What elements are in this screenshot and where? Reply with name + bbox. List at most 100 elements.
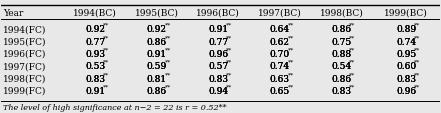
Text: **: ** [414, 59, 420, 64]
Text: 0.91: 0.91 [208, 25, 228, 34]
Text: 0.95: 0.95 [396, 50, 416, 59]
Text: 0.91: 0.91 [147, 50, 167, 59]
Text: **: ** [226, 23, 232, 28]
Text: 0.95: 0.95 [396, 50, 416, 59]
Text: 0.86: 0.86 [147, 86, 167, 95]
Text: 0.74: 0.74 [396, 37, 416, 46]
Text: 0.59: 0.59 [146, 62, 167, 71]
Text: 0.88: 0.88 [331, 50, 351, 59]
Text: 0.88: 0.88 [331, 50, 351, 59]
Text: 0.86: 0.86 [147, 37, 167, 46]
Text: 0.70: 0.70 [270, 50, 290, 59]
Text: 0.62: 0.62 [270, 37, 290, 46]
Text: 0.60: 0.60 [396, 62, 416, 71]
Text: 0.77: 0.77 [208, 37, 228, 46]
Text: 0.86: 0.86 [147, 37, 167, 46]
Text: 0.83: 0.83 [331, 86, 351, 95]
Text: **: ** [103, 72, 109, 77]
Text: **: ** [414, 84, 420, 89]
Text: 0.86: 0.86 [331, 74, 351, 83]
Text: **: ** [349, 35, 355, 40]
Text: 0.86: 0.86 [147, 37, 167, 46]
Text: 1998(BC): 1998(BC) [320, 8, 363, 17]
Text: 0.83: 0.83 [85, 74, 105, 83]
Text: 1994(FC): 1994(FC) [3, 25, 46, 34]
Text: **: ** [164, 84, 171, 89]
Text: **: ** [414, 23, 420, 28]
Text: **: ** [414, 72, 420, 77]
Text: 0.83: 0.83 [396, 74, 416, 83]
Text: **: ** [288, 72, 294, 77]
Text: 0.92: 0.92 [147, 25, 167, 34]
Text: 0.75: 0.75 [331, 37, 351, 46]
Text: 0.64: 0.64 [270, 25, 290, 34]
Text: 0.81: 0.81 [147, 74, 167, 83]
Text: **: ** [349, 47, 355, 52]
Text: 0.95: 0.95 [396, 50, 416, 59]
Text: 0.65: 0.65 [270, 86, 290, 95]
Text: **: ** [103, 23, 109, 28]
Text: 0.86: 0.86 [331, 25, 351, 34]
Text: **: ** [164, 35, 171, 40]
Text: 0.74: 0.74 [396, 37, 416, 46]
Text: **: ** [226, 72, 232, 77]
Text: Year: Year [3, 8, 23, 17]
Text: 1999(FC): 1999(FC) [3, 86, 46, 95]
Text: 0.91: 0.91 [85, 86, 105, 95]
Text: **: ** [226, 35, 232, 40]
Text: 0.89: 0.89 [396, 25, 416, 34]
Text: 0.96: 0.96 [396, 86, 416, 95]
Text: 0.74: 0.74 [270, 62, 290, 71]
Text: **: ** [349, 23, 355, 28]
Text: 0.94: 0.94 [208, 86, 228, 95]
Text: **: ** [164, 23, 171, 28]
Text: 0.83: 0.83 [331, 86, 351, 95]
Text: **: ** [164, 59, 171, 64]
Text: 0.74: 0.74 [396, 37, 416, 46]
Text: **: ** [288, 47, 294, 52]
Text: 0.63: 0.63 [270, 74, 290, 83]
Text: 0.57: 0.57 [208, 62, 228, 71]
Text: 0.77: 0.77 [85, 37, 105, 46]
Text: 1994(BC): 1994(BC) [73, 8, 117, 17]
Text: 0.75: 0.75 [331, 37, 351, 46]
Text: 0.57: 0.57 [208, 62, 228, 71]
Text: **: ** [164, 47, 171, 52]
Text: 0.62: 0.62 [270, 37, 290, 46]
Text: 1997(BC): 1997(BC) [258, 8, 302, 17]
Text: **: ** [288, 35, 294, 40]
Text: 0.86: 0.86 [331, 74, 351, 83]
Text: 0.86: 0.86 [331, 25, 351, 34]
Text: 1999(BC): 1999(BC) [384, 8, 428, 17]
Text: 0.91: 0.91 [147, 50, 167, 59]
Text: **: ** [349, 72, 355, 77]
Text: 0.83: 0.83 [208, 74, 228, 83]
Text: **: ** [414, 35, 420, 40]
Text: 0.91: 0.91 [208, 25, 228, 34]
Text: 0.91: 0.91 [85, 86, 105, 95]
Text: 0.64: 0.64 [270, 25, 290, 34]
Text: 0.65: 0.65 [270, 86, 290, 95]
Text: **: ** [288, 59, 294, 64]
Text: 0.92: 0.92 [147, 25, 167, 34]
Text: 0.81: 0.81 [147, 74, 167, 83]
Text: 0.77: 0.77 [85, 37, 105, 46]
Text: 0.63: 0.63 [270, 74, 290, 83]
Text: 0.96: 0.96 [396, 86, 416, 95]
Text: 0.77: 0.77 [208, 37, 228, 46]
Text: 0.75: 0.75 [331, 37, 351, 46]
Text: 0.88: 0.88 [331, 50, 351, 59]
Text: 1995(BC): 1995(BC) [135, 8, 179, 17]
Text: 0.94: 0.94 [208, 86, 228, 95]
Text: 0.74: 0.74 [270, 62, 290, 71]
Text: 0.60: 0.60 [396, 62, 416, 71]
Text: 0.62: 0.62 [270, 37, 290, 46]
Text: 0.57: 0.57 [208, 62, 228, 71]
Text: 0.70: 0.70 [270, 50, 290, 59]
Text: **: ** [349, 59, 355, 64]
Text: **: ** [103, 59, 109, 64]
Text: 0.96: 0.96 [208, 50, 228, 59]
Text: 0.86: 0.86 [331, 74, 351, 83]
Text: 0.83: 0.83 [208, 74, 228, 83]
Text: 0.59: 0.59 [146, 62, 167, 71]
